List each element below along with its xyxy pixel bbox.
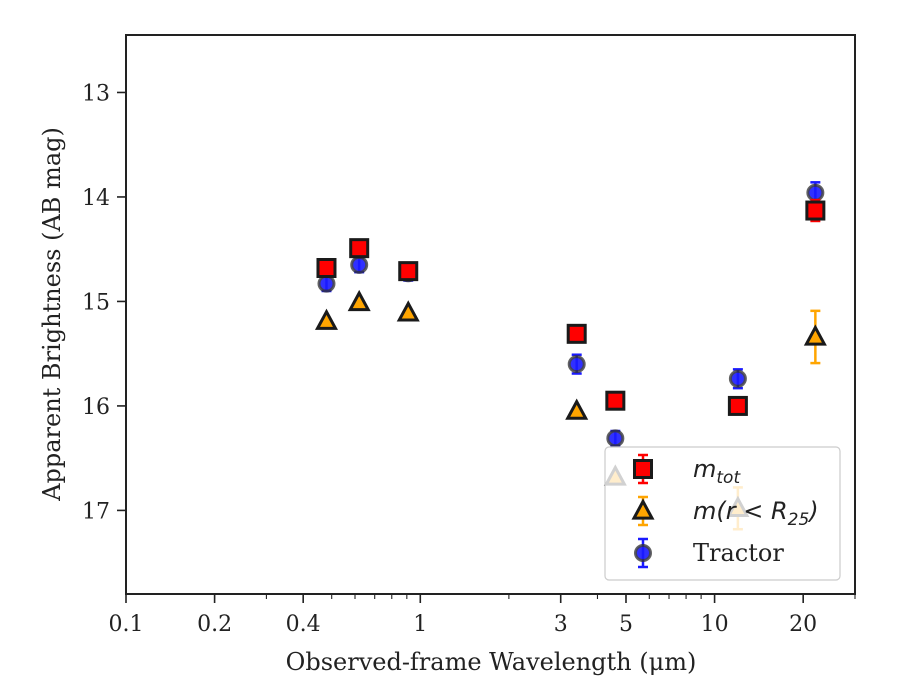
point-mtot-2 [398, 261, 419, 282]
series-mtot [316, 198, 826, 416]
legend-label-mtot: mtot [693, 455, 741, 488]
point-tractor-1 [350, 255, 369, 274]
point-mtot-5 [727, 395, 748, 416]
legend-marker-mtot [633, 459, 653, 479]
x-tick-label-4: 3 [554, 612, 568, 637]
x-tick-label-5: 5 [619, 612, 633, 637]
legend-label-mr25: m(r < R25) [693, 497, 819, 530]
x-tick-label-0: 0.1 [109, 612, 144, 637]
point-mtot-3 [566, 323, 587, 344]
y-tick-label-1: 14 [82, 186, 110, 211]
legend-item-mr25: m(r < R25) [631, 495, 819, 530]
point-tractor-5 [728, 369, 747, 388]
point-tractor-0 [317, 274, 336, 293]
x-tick-label-6: 10 [701, 612, 729, 637]
point-tractor-4 [606, 429, 625, 448]
legend-label-tractor: Tractor [693, 539, 784, 567]
point-mr25-6 [803, 324, 827, 346]
point-mtot-1 [349, 238, 370, 259]
point-mtot-4 [605, 390, 626, 411]
legend-item-mtot: mtot [633, 453, 741, 488]
x-axis-label: Observed-frame Wavelength (μm) [286, 648, 697, 676]
point-mtot-6 [805, 200, 826, 221]
legend-marker-tractor [634, 544, 652, 562]
point-mr25-1 [347, 289, 371, 312]
legend-box [604, 446, 841, 581]
y-axis-label: Apparent Brightness (AB mag) [38, 127, 66, 502]
point-mr25-2 [396, 300, 420, 322]
y-tick-label-0: 13 [82, 81, 110, 106]
point-mtot-0 [316, 258, 337, 279]
x-tick-label-2: 0.4 [286, 612, 321, 637]
y-tick-label-2: 15 [82, 290, 110, 315]
legend-item-tractor: Tractor [634, 537, 784, 569]
point-tractor-3 [567, 355, 586, 374]
plot-frame [125, 34, 856, 595]
legend-marker-mr25 [631, 498, 655, 520]
x-tick-label-1: 0.2 [197, 612, 232, 637]
legend: mtot m(r < R25) Tractor [604, 446, 841, 581]
y-tick-label-4: 17 [82, 499, 110, 524]
y-tick-label-3: 16 [82, 395, 110, 420]
point-tractor-6 [806, 183, 825, 202]
x-tick-label-3: 1 [413, 612, 427, 637]
x-tick-label-7: 20 [789, 612, 817, 637]
point-mr25-0 [314, 308, 339, 330]
point-mr25-3 [565, 398, 589, 420]
